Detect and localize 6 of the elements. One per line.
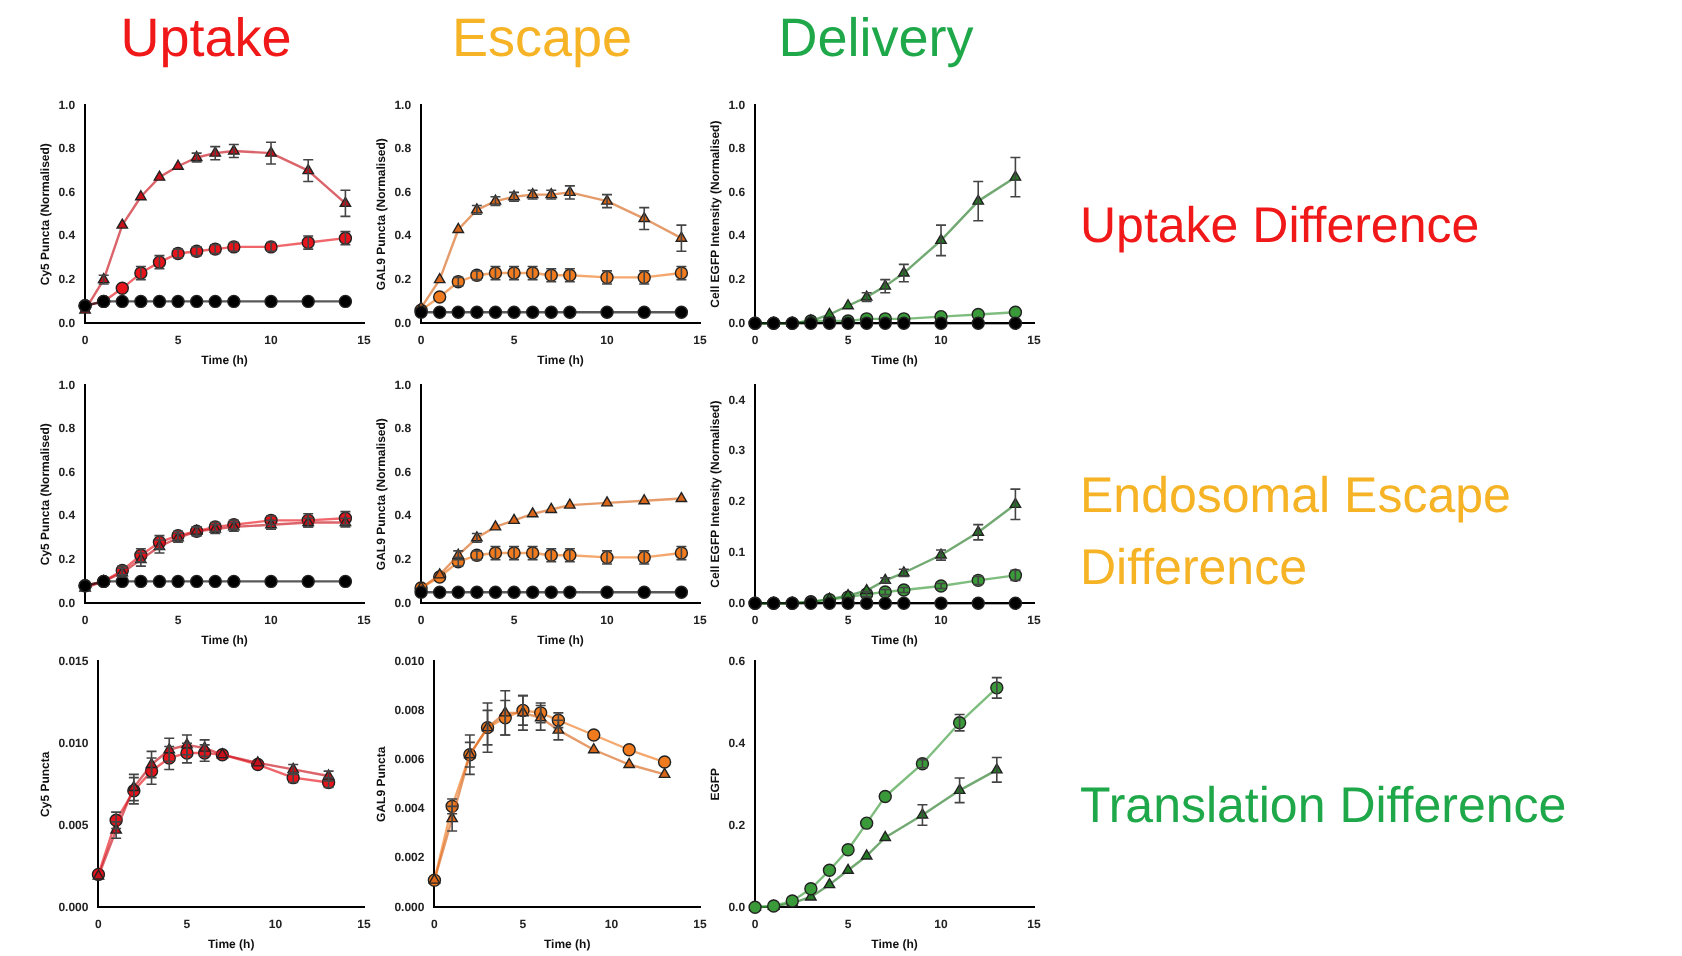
text: Translation Difference xyxy=(1080,776,1569,838)
text: Endosomal Escape Difference xyxy=(1080,466,1513,600)
chart-title: Escape xyxy=(449,6,635,70)
chart-title: Delivery xyxy=(776,6,976,70)
chart-title: Uptake xyxy=(118,6,294,70)
text: Uptake Difference xyxy=(1080,196,1482,258)
